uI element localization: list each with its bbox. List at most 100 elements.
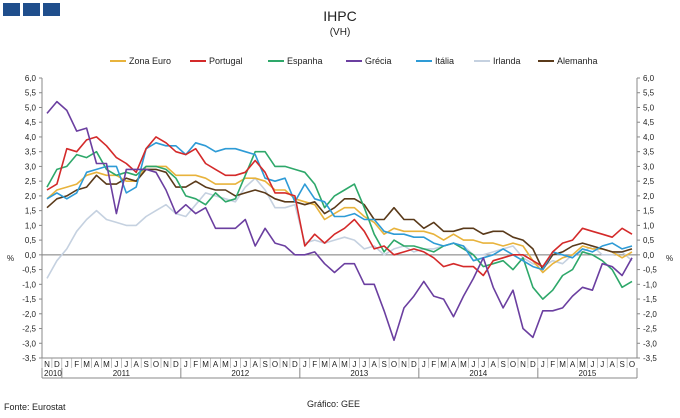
x-tick-label: N (282, 360, 288, 369)
x-tick-label: D (411, 360, 417, 369)
chart-subtitle: (VH) (329, 27, 351, 38)
y-tick-label-left: 5,5 (25, 89, 37, 98)
y-tick-label-left: -1,0 (22, 280, 36, 289)
x-tick-label: M (103, 360, 110, 369)
x-tick-label: J (362, 360, 366, 369)
x-tick-label: F (431, 360, 436, 369)
y-tick-label-left: 2,0 (25, 192, 37, 201)
x-tick-label: J (352, 360, 356, 369)
y-tick-label-right: 3,0 (643, 162, 655, 171)
x-tick-label: D (530, 360, 536, 369)
y-tick-label-right: 5,0 (643, 103, 655, 112)
legend-label: Portugal (209, 56, 243, 66)
x-tick-label: O (391, 360, 397, 369)
x-tick-label: S (381, 360, 386, 369)
x-tick-label: M (321, 360, 328, 369)
x-tick-label: F (550, 360, 555, 369)
legend-swatch (190, 59, 206, 62)
x-tick-label: A (134, 360, 140, 369)
x-tick-label: J (233, 360, 237, 369)
source-note: Fonte: Eurostat (4, 402, 66, 412)
x-tick-label: J (114, 360, 118, 369)
y-tick-label-left: 3,5 (25, 148, 37, 157)
x-tick-label: J (422, 360, 426, 369)
legend-swatch (538, 59, 554, 62)
x-tick-label: J (65, 360, 69, 369)
series-line-espanha (46, 150, 633, 300)
series-line-grcia (46, 100, 633, 342)
x-tick-label: O (272, 360, 278, 369)
x-tick-label: J (590, 360, 594, 369)
y-tick-label-left: 6,0 (25, 74, 37, 83)
y-tick-label-right: 5,5 (643, 89, 655, 98)
x-tick-label: M (341, 360, 348, 369)
y-tick-label-right: -2,5 (643, 325, 657, 334)
y-tick-label-left: 0,5 (25, 236, 37, 245)
x-tick-label: M (202, 360, 209, 369)
logo-block-3 (43, 3, 60, 16)
x-tick-label: N (44, 360, 50, 369)
x-tick-label: N (163, 360, 169, 369)
x-tick-label: M (579, 360, 586, 369)
legend-item: Portugal (190, 56, 243, 68)
y-unit-left: % (7, 254, 15, 263)
legend-swatch (110, 59, 126, 62)
y-tick-label-right: 1,0 (643, 221, 655, 230)
legend-item: Irlanda (474, 56, 521, 68)
x-tick-label: M (559, 360, 566, 369)
y-tick-label-left: -1,5 (22, 295, 36, 304)
legend-item: Zona Euro (110, 56, 171, 68)
x-tick-label: N (520, 360, 526, 369)
x-tick-label: D (292, 360, 298, 369)
legend-label: Grécia (365, 56, 392, 66)
y-tick-label-right: 4,0 (643, 133, 655, 142)
legend-label: Espanha (287, 56, 323, 66)
y-tick-label-left: 0,0 (25, 251, 37, 260)
y-tick-label-left: 3,0 (25, 162, 37, 171)
legend-item: Grécia (346, 56, 392, 68)
y-tick-label-right: 3,5 (643, 148, 655, 157)
legend-swatch (474, 59, 490, 62)
y-tick-label-left: 5,0 (25, 103, 37, 112)
year-label: 2011 (113, 369, 131, 378)
legend-swatch (416, 59, 432, 62)
y-tick-label-right: -1,0 (643, 280, 657, 289)
x-tick-label: F (74, 360, 79, 369)
legend-label: Itália (435, 56, 455, 66)
logo-block-1 (3, 3, 20, 16)
y-tick-label-left: -3,5 (22, 354, 36, 363)
x-tick-label: S (143, 360, 148, 369)
year-label: 2012 (231, 369, 249, 378)
y-tick-label-left: 2,5 (25, 177, 37, 186)
y-tick-label-right: 6,0 (643, 74, 655, 83)
x-tick-label: O (510, 360, 516, 369)
series-line-portugal (46, 136, 633, 277)
credit-note: Gráfico: GEE (307, 399, 361, 409)
x-tick-label: J (184, 360, 188, 369)
y-tick-label-right: 2,0 (643, 192, 655, 201)
x-tick-label: A (94, 360, 100, 369)
x-tick-label: F (312, 360, 317, 369)
year-label: 2013 (350, 369, 368, 378)
year-label: 2010 (44, 369, 62, 378)
x-tick-label: A (570, 360, 576, 369)
x-tick-label: O (153, 360, 159, 369)
series-line-itlia (46, 142, 633, 271)
x-tick-label: M (440, 360, 447, 369)
y-tick-label-left: 1,0 (25, 221, 37, 230)
x-tick-label: A (332, 360, 338, 369)
x-tick-label: J (243, 360, 247, 369)
x-tick-label: N (401, 360, 407, 369)
y-tick-label-right: 2,5 (643, 177, 655, 186)
y-tick-label-right: -3,0 (643, 339, 657, 348)
y-tick-label-left: -2,5 (22, 325, 36, 334)
series-line-zonaeuro (46, 165, 633, 274)
y-tick-label-left: -2,0 (22, 310, 36, 319)
y-tick-label-right: -3,5 (643, 354, 657, 363)
legend-swatch (268, 59, 284, 62)
x-tick-label: J (124, 360, 128, 369)
y-tick-label-left: 1,5 (25, 207, 37, 216)
y-tick-label-right: 0,0 (643, 251, 655, 260)
x-tick-label: A (451, 360, 457, 369)
